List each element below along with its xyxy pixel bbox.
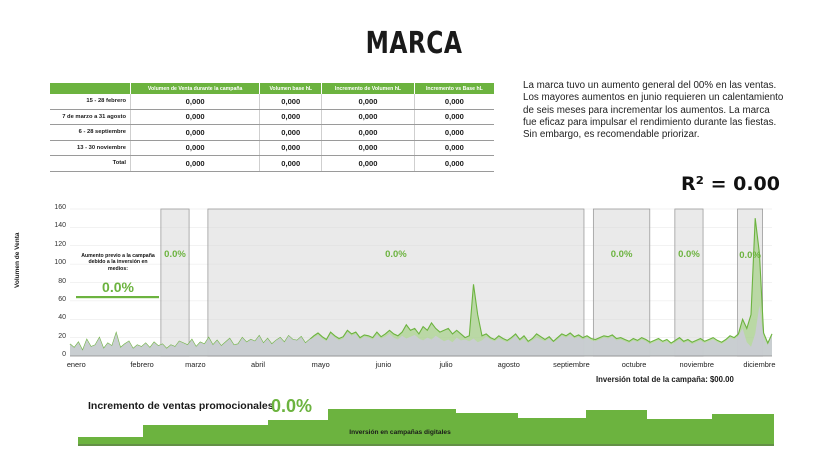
campaign-pct-label: 0.0% bbox=[385, 249, 407, 260]
table-cell: 0,000 bbox=[413, 140, 494, 156]
table-cell: 0,000 bbox=[321, 124, 415, 141]
table-row: 6 - 28 septiembre 0,000 0,000 0,000 0,00… bbox=[50, 124, 494, 141]
sales-line bbox=[69, 218, 773, 352]
x-tick-label: diciembre bbox=[743, 360, 776, 369]
y-tick-label: 0 bbox=[62, 351, 66, 358]
table-cell: 0,000 bbox=[259, 109, 322, 125]
digital-investment-area bbox=[78, 409, 774, 446]
campaign-pct-label: 0.0% bbox=[164, 249, 186, 260]
table-cell: 0,000 bbox=[259, 124, 322, 141]
campaign-pct-label: 0.0% bbox=[610, 249, 633, 260]
table-row: 7 de marzo a 31 agosto 0,000 0,000 0,000… bbox=[50, 109, 494, 125]
table-header-cell: Volumen de Venta durante la campaña bbox=[129, 83, 260, 94]
page-title: MARCA bbox=[365, 26, 463, 61]
y-tick-label: 40 bbox=[58, 314, 66, 322]
campaign-band bbox=[207, 208, 585, 357]
table-cell: 0,000 bbox=[413, 155, 494, 172]
promo-increase-value: 0.0% bbox=[271, 396, 313, 416]
table-cell: 0,000 bbox=[259, 94, 322, 110]
y-tick-label: 120 bbox=[54, 240, 66, 248]
row-label: 7 de marzo a 31 agosto bbox=[50, 109, 131, 125]
campaign-table: Volumen de Venta durante la campaña Volu… bbox=[50, 83, 494, 172]
total-investment: Inversión total de la campaña: $00.00 bbox=[596, 375, 734, 384]
x-tick-label: octubre bbox=[621, 360, 647, 369]
row-label: 6 - 28 septiembre bbox=[50, 124, 131, 141]
x-tick-label: abril bbox=[251, 360, 266, 369]
table-row: 15 - 28 febrero 0,000 0,000 0,000 0,000 bbox=[50, 94, 494, 110]
table-header-cell: Incremento de Volumen hL bbox=[321, 83, 415, 94]
pre-campaign-bar bbox=[76, 296, 159, 299]
row-label: 15 - 28 febrero bbox=[50, 94, 131, 110]
r-squared: R² = 0.00 bbox=[681, 173, 780, 195]
summary-text: La marca tuvo un aumento general del 00%… bbox=[523, 80, 784, 141]
table-row-total: Total 0,000 0,000 0,000 0,000 bbox=[50, 155, 494, 172]
campaign-pct-label: 0.0% bbox=[739, 250, 761, 261]
x-tick-label: septiembre bbox=[553, 360, 590, 369]
x-tick-label: mayo bbox=[311, 360, 330, 369]
y-tick-label: 60 bbox=[58, 295, 66, 303]
base-area bbox=[70, 305, 772, 356]
campaign-band bbox=[674, 208, 704, 357]
y-tick-label: 20 bbox=[58, 332, 66, 340]
table-cell: 0,000 bbox=[129, 94, 260, 110]
table-header-cell: Incremento vs Base hL bbox=[413, 83, 494, 94]
table-cell: 0,000 bbox=[321, 140, 415, 156]
table-row: 13 - 30 noviembre 0,000 0,000 0,000 0,00… bbox=[50, 140, 494, 156]
table-cell: 0,000 bbox=[129, 155, 260, 172]
x-tick-label: julio bbox=[439, 360, 453, 369]
table-header-cell bbox=[50, 83, 131, 94]
promo-increase-label: Incremento de ventas promocionales bbox=[88, 400, 274, 412]
table-cell: 0,000 bbox=[321, 109, 415, 125]
table-cell: 0,000 bbox=[413, 94, 494, 110]
y-tick-label: 80 bbox=[58, 277, 66, 285]
table-header-cell: Volumen base hL bbox=[259, 83, 322, 94]
pre-campaign-note: Aumento previo a la campaña debido a la … bbox=[81, 253, 155, 272]
x-tick-label: junio bbox=[375, 360, 392, 369]
campaign-pct-label: 0.0% bbox=[678, 249, 700, 260]
table-cell: 0,000 bbox=[321, 155, 415, 172]
row-label: 13 - 30 noviembre bbox=[50, 140, 131, 156]
table-cell: 0,000 bbox=[129, 124, 260, 141]
table-cell: 0,000 bbox=[129, 109, 260, 125]
row-label: Total bbox=[50, 155, 131, 172]
digital-investment-label: Inversión en campañas digitales bbox=[349, 429, 451, 436]
table-cell: 0,000 bbox=[259, 140, 322, 156]
campaign-band bbox=[592, 208, 651, 357]
table-cell: 0,000 bbox=[413, 109, 494, 125]
table-cell: 0,000 bbox=[413, 124, 494, 141]
table-header-row: Volumen de Venta durante la campaña Volu… bbox=[50, 83, 494, 94]
x-tick-label: marzo bbox=[185, 360, 206, 369]
x-tick-label: enero bbox=[66, 360, 86, 369]
y-tick-label: 160 bbox=[54, 204, 66, 211]
table-cell: 0,000 bbox=[259, 155, 322, 172]
pre-campaign-pct: 0.0% bbox=[102, 279, 134, 295]
y-tick-label: 100 bbox=[54, 259, 66, 267]
table-cell: 0,000 bbox=[129, 140, 260, 156]
x-tick-label: noviembre bbox=[679, 360, 715, 369]
campaign-band bbox=[160, 208, 190, 357]
table-cell: 0,000 bbox=[321, 94, 415, 110]
y-axis-label: Volumen de Venta bbox=[14, 232, 21, 288]
x-tick-label: febrero bbox=[130, 360, 154, 369]
y-tick-label: 140 bbox=[54, 222, 66, 230]
x-tick-label: agosto bbox=[497, 360, 520, 369]
